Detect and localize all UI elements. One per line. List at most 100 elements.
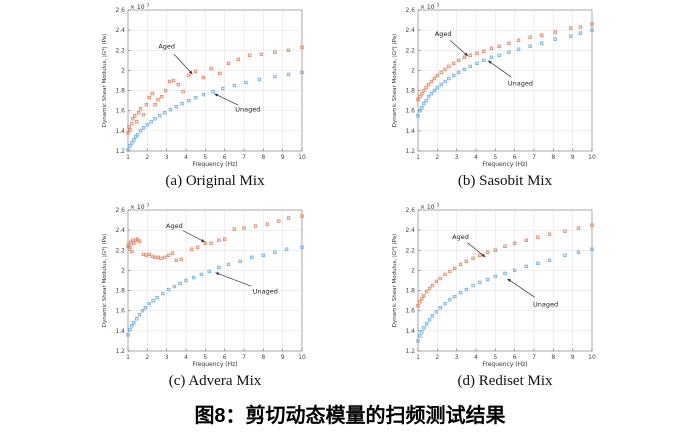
data-point-marker [422, 293, 426, 298]
y-tick-label: 2.4 [405, 227, 415, 234]
data-point-marker [155, 295, 159, 300]
aged-series [126, 45, 304, 135]
aged-series [126, 214, 304, 263]
data-point-marker [130, 122, 134, 126]
data-point-marker [242, 226, 246, 230]
axis-ticks: 1 2 3 4 5 6 7 8 9 10 1.2 1.4 1.6 1.8 2 2.2 2.4 2.6 [405, 7, 596, 161]
y-tick-label: 1.4 [405, 128, 415, 135]
data-point-marker [222, 237, 227, 241]
data-point-marker [578, 25, 583, 29]
data-point-marker [217, 265, 221, 270]
data-point-marker [489, 46, 494, 50]
data-point-marker [503, 244, 507, 248]
data-point-marker [443, 272, 447, 277]
data-point-marker [130, 249, 134, 253]
x-tick-label: 2 [435, 154, 439, 161]
data-point-marker [141, 252, 146, 257]
data-point-marker [159, 256, 163, 261]
data-point-marker [126, 333, 130, 337]
x-tick-label: 2 [145, 154, 149, 161]
data-point-marker [250, 255, 254, 260]
data-point-marker [171, 78, 176, 83]
x-tick-label: 10 [588, 154, 596, 161]
data-point-marker [435, 85, 440, 90]
data-point-marker [300, 70, 304, 75]
data-point-marker [167, 79, 172, 84]
data-point-marker [128, 144, 132, 148]
data-point-marker [161, 291, 165, 296]
y-axis-label: Dynamic Shear Modulus, |G*| (Pa) [102, 234, 108, 327]
annotation-label: Aged [452, 233, 469, 241]
data-point-marker [590, 223, 594, 227]
data-point-marker [126, 148, 130, 152]
data-point-marker [493, 274, 498, 279]
data-point-marker [147, 301, 151, 306]
data-point-marker [153, 255, 157, 260]
x-tick-label: 10 [298, 154, 306, 161]
data-point-marker [153, 102, 157, 107]
data-point-marker [174, 104, 179, 109]
data-point-marker [540, 41, 544, 45]
data-point-marker [238, 259, 242, 264]
chart-original-mix: 1 2 3 4 5 6 7 8 9 10 1.2 1.4 1.6 1.8 2 2.2 2.4 2.6 × 10 7 F… [102, 3, 306, 168]
data-point-marker [128, 245, 132, 249]
y-tick-label: 1.8 [115, 88, 125, 95]
y-tick-label: 2.4 [115, 27, 125, 34]
x-tick-label: 3 [165, 354, 169, 361]
data-point-marker [439, 82, 443, 87]
data-point-marker [590, 22, 594, 26]
data-point-marker [426, 94, 431, 99]
x-tick-label: 8 [261, 354, 265, 361]
data-point-marker [524, 264, 528, 269]
data-point-marker [151, 298, 155, 303]
data-point-marker [569, 26, 573, 30]
data-point-marker [160, 94, 164, 99]
data-point-marker [132, 241, 136, 245]
data-point-marker [497, 44, 501, 48]
data-point-marker [435, 73, 440, 78]
data-point-marker [507, 41, 511, 45]
data-point-marker [156, 97, 160, 102]
x-tick-label: 1 [126, 354, 130, 361]
data-point-marker [248, 53, 252, 58]
subplot-caption-c: (c) Advera Mix [168, 373, 262, 389]
x-tick-label: 5 [203, 154, 207, 161]
aged-annotation: Aged [166, 222, 206, 243]
y-tick-label: 2 [411, 267, 415, 274]
x-tick-label: 6 [223, 154, 227, 161]
axis-scale-label: × 10 7 [130, 203, 149, 211]
data-point-marker [453, 266, 457, 271]
x-axis-label: Frequency (Hz) [482, 361, 527, 368]
grid-lines [127, 9, 303, 152]
data-point-marker [226, 61, 231, 66]
data-point-marker [524, 238, 528, 242]
data-point-marker [141, 113, 146, 117]
data-point-marker [141, 126, 146, 130]
x-tick-label: 6 [223, 354, 227, 361]
x-tick-label: 4 [474, 154, 478, 161]
y-tick-label: 1.4 [115, 128, 125, 135]
data-point-marker [179, 257, 183, 262]
data-point-marker [145, 123, 150, 127]
data-point-marker [284, 247, 289, 251]
data-point-marker [199, 272, 204, 277]
data-point-marker [140, 309, 145, 313]
data-point-marker [166, 287, 171, 292]
data-point-marker [418, 299, 422, 304]
data-point-marker [420, 296, 424, 301]
data-point-marker [420, 105, 424, 110]
data-point-marker [166, 253, 171, 258]
data-point-marker [218, 71, 222, 76]
aged-annotation: Aged [452, 233, 486, 258]
data-point-marker [422, 326, 426, 330]
data-point-marker [286, 216, 291, 220]
aged-annotation: Aged [435, 30, 469, 57]
y-tick-label: 1.8 [405, 288, 415, 295]
data-point-marker [193, 95, 198, 100]
data-point-marker [429, 91, 434, 96]
x-tick-label: 2 [145, 354, 149, 361]
data-point-marker [547, 258, 552, 263]
data-point-marker [192, 275, 196, 280]
annotation-label: Unaged [508, 80, 533, 88]
data-point-marker [590, 28, 594, 32]
